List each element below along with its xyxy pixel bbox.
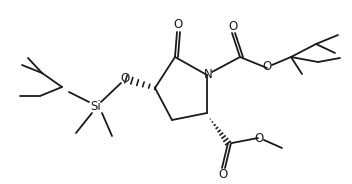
Text: O: O [262, 61, 272, 73]
Text: O: O [228, 20, 238, 33]
Text: O: O [120, 72, 130, 84]
Text: Si: Si [90, 100, 101, 114]
Text: O: O [174, 19, 183, 31]
Text: O: O [218, 169, 228, 181]
Text: O: O [254, 132, 264, 144]
Text: N: N [203, 68, 212, 81]
